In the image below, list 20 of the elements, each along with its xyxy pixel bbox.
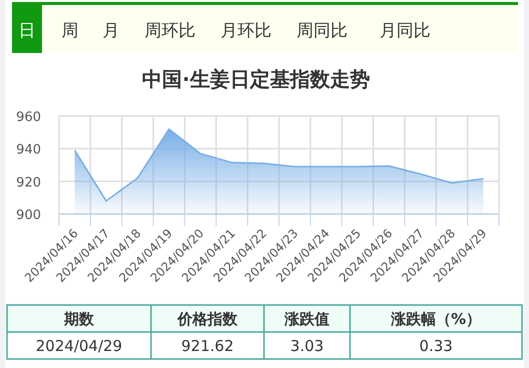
text: 周 xyxy=(62,21,78,41)
text: 月环比 xyxy=(220,21,272,41)
text: 周同比 xyxy=(296,21,348,41)
text: 涨跌值 xyxy=(284,310,330,328)
text: 日 xyxy=(18,21,36,41)
chart-title: 中国·生姜日定基指数走势 xyxy=(142,67,370,91)
text: 期数 xyxy=(63,310,95,328)
text: 0.33 xyxy=(419,337,453,355)
text: 周环比 xyxy=(144,21,196,41)
y-tick-label: 920 xyxy=(16,175,41,190)
text: 月同比 xyxy=(380,21,430,41)
y-tick-label: 940 xyxy=(16,142,41,158)
text: 3.03 xyxy=(290,337,324,355)
text: 921.62 xyxy=(181,337,234,355)
y-tick-label: 960 xyxy=(16,110,41,125)
y-tick-label: 900 xyxy=(16,208,41,223)
text: 涨跌幅（%） xyxy=(390,310,482,328)
text: 2024/04/29 xyxy=(36,337,122,355)
text: 价格指数 xyxy=(176,310,238,328)
text: 月 xyxy=(102,21,120,41)
